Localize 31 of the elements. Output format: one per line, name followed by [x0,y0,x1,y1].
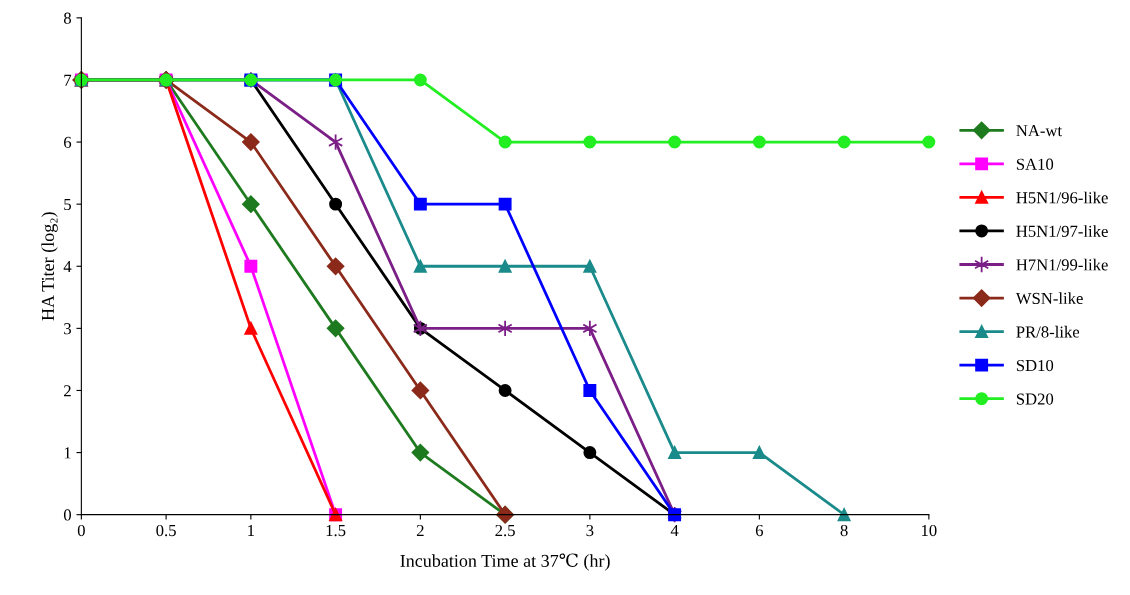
y-tick-label: 6 [64,136,72,148]
y-tick-label: 4 [63,261,72,273]
legend-label: H7N1/99-like [1016,258,1108,271]
y-tick-label: 8 [63,12,71,24]
x-tick-label: 6 [755,524,764,537]
x-tick-label: 8 [840,524,848,537]
x-tick-label: 0.5 [156,524,176,537]
legend-label: H5N1/97-like [1016,225,1108,237]
x-tick-label: 3 [586,524,594,537]
x-tick-label: 1 [248,524,255,536]
legend-label: SD10 [1016,359,1054,372]
legend-label: SA10 [1016,158,1054,170]
legend-label: WSN-like [1015,292,1083,305]
y-tick-label: 2 [64,385,71,397]
x-tick-label: 0 [77,524,85,537]
y-tick-label: 0 [63,509,71,521]
y-tick-label: 3 [64,323,71,335]
x-tick-label: 4 [670,524,679,536]
y-tick-label: 5 [64,199,71,211]
legend-label: NA-wt [1016,125,1062,137]
y-tick-label: 1 [64,447,71,459]
y-axis-title: HA Titer (log₂) [41,212,58,321]
legend-label: PR/8-like [1016,325,1080,338]
x-tick-label: 2.5 [495,524,515,537]
legend-label: H5N1/96-like [1016,191,1108,204]
y-tick-label: 7 [64,74,72,86]
x-tick-label: 2 [416,524,424,536]
x-tick-label: 1.5 [326,524,346,537]
legend-label: SD20 [1016,393,1054,405]
x-axis-title: Incubation Time at 37℃ (hr) [400,553,610,571]
x-tick-label: 10 [921,524,937,537]
